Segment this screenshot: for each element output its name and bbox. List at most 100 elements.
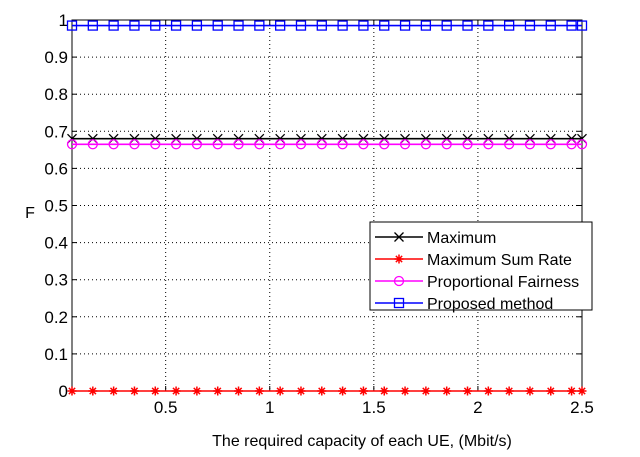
data-point-maximum-sum-rate bbox=[483, 386, 493, 396]
data-point-maximum bbox=[504, 133, 515, 144]
data-point-proportional-fairness bbox=[462, 139, 473, 150]
data-point-proposed-method bbox=[295, 20, 307, 31]
data-point-proposed-method bbox=[254, 20, 265, 31]
data-point-proposed-method bbox=[337, 20, 348, 31]
grid bbox=[72, 20, 582, 391]
data-point-maximum bbox=[191, 133, 202, 144]
data-point-proportional-fairness bbox=[337, 139, 348, 150]
data-point-maximum bbox=[108, 133, 119, 144]
x-tick-label: 1 bbox=[265, 398, 274, 417]
data-point-proportional-fairness bbox=[87, 139, 98, 150]
legend-marker bbox=[394, 232, 404, 242]
y-tick-label: 0.6 bbox=[44, 159, 68, 178]
legend-marker bbox=[394, 254, 404, 264]
legend-item-maximum: Maximum bbox=[375, 230, 496, 247]
data-point-maximum bbox=[67, 133, 77, 144]
data-point-maximum-sum-rate bbox=[567, 386, 577, 396]
data-point-maximum-sum-rate bbox=[546, 386, 556, 396]
data-point-proportional-fairness bbox=[191, 139, 203, 150]
legend-item-proposed-method: Proposed method bbox=[375, 296, 553, 313]
data-point-proportional-fairness bbox=[108, 139, 119, 150]
y-tick-label: 0.1 bbox=[44, 345, 68, 364]
data-point-maximum bbox=[577, 133, 587, 144]
data-point-proportional-fairness bbox=[545, 139, 556, 150]
data-point-maximum-sum-rate bbox=[442, 386, 452, 396]
data-point-maximum bbox=[254, 133, 265, 144]
data-point-proportional-fairness bbox=[254, 139, 265, 150]
data-point-proposed-method bbox=[129, 20, 140, 31]
data-point-maximum bbox=[171, 133, 182, 144]
data-point-proportional-fairness bbox=[399, 139, 411, 150]
x-tick-label: 2.5 bbox=[570, 398, 594, 417]
data-point-proportional-fairness bbox=[358, 139, 369, 150]
data-point-maximum-sum-rate bbox=[275, 386, 285, 396]
y-axis-label: F bbox=[25, 205, 35, 222]
data-point-maximum bbox=[379, 133, 390, 144]
data-point-maximum bbox=[296, 133, 306, 144]
data-point-proposed-method bbox=[420, 20, 432, 31]
data-point-maximum bbox=[566, 133, 577, 144]
data-point-proposed-method bbox=[379, 20, 390, 31]
data-point-maximum bbox=[316, 133, 327, 144]
data-point-maximum bbox=[545, 133, 556, 144]
data-point-proportional-fairness bbox=[576, 139, 588, 150]
data-point-proposed-method bbox=[545, 20, 556, 31]
data-point-proposed-method bbox=[87, 20, 98, 31]
data-point-maximum bbox=[87, 133, 98, 144]
data-point-proportional-fairness bbox=[170, 139, 182, 150]
series-group bbox=[66, 20, 588, 396]
data-point-proposed-method bbox=[108, 20, 119, 31]
data-point-proportional-fairness bbox=[233, 139, 244, 150]
data-point-proposed-method bbox=[170, 20, 182, 31]
y-tick-label: 0.8 bbox=[44, 85, 68, 104]
data-point-maximum-sum-rate bbox=[358, 386, 368, 396]
legend-label: Proposed method bbox=[427, 296, 553, 313]
y-tick-label: 0 bbox=[59, 382, 68, 401]
data-point-proportional-fairness bbox=[150, 139, 161, 150]
series-maximum bbox=[67, 133, 587, 144]
data-point-maximum-sum-rate bbox=[400, 386, 410, 396]
data-point-proposed-method bbox=[233, 20, 244, 31]
data-point-maximum bbox=[524, 133, 535, 144]
data-point-proportional-fairness bbox=[566, 139, 577, 150]
data-point-maximum-sum-rate bbox=[192, 386, 202, 396]
legend-label: Proportional Fairness bbox=[427, 274, 579, 291]
x-tick-label: 0.5 bbox=[154, 398, 178, 417]
data-point-maximum bbox=[150, 133, 161, 144]
data-point-proportional-fairness bbox=[212, 139, 223, 150]
series-maximum-sum-rate bbox=[67, 386, 587, 396]
data-point-maximum-sum-rate bbox=[463, 386, 473, 396]
data-point-proposed-method bbox=[566, 20, 577, 31]
y-tick-label: 1 bbox=[59, 11, 68, 30]
y-tick-label: 0.5 bbox=[44, 197, 68, 216]
data-point-maximum bbox=[129, 133, 140, 144]
data-point-proposed-method bbox=[191, 20, 203, 31]
y-tick-label: 0.4 bbox=[44, 234, 68, 253]
data-point-maximum-sum-rate bbox=[129, 386, 139, 396]
data-point-proposed-method bbox=[66, 20, 78, 31]
data-point-maximum bbox=[400, 133, 411, 144]
x-axis-label: The required capacity of each UE, (Mbit/… bbox=[212, 433, 512, 450]
data-point-maximum bbox=[483, 133, 494, 144]
data-point-maximum-sum-rate bbox=[171, 386, 181, 396]
data-point-proportional-fairness bbox=[420, 139, 432, 150]
data-point-maximum bbox=[337, 133, 348, 144]
series-proportional-fairness bbox=[66, 139, 588, 150]
legend-marker bbox=[393, 297, 405, 309]
data-point-maximum bbox=[462, 133, 473, 144]
data-point-proportional-fairness bbox=[503, 139, 515, 150]
data-point-maximum-sum-rate bbox=[317, 386, 327, 396]
data-point-maximum-sum-rate bbox=[379, 386, 389, 396]
legend: Maximum Maximum Sum Rate Proportional Fair… bbox=[369, 221, 593, 313]
series-proposed-method bbox=[66, 20, 588, 31]
data-point-maximum bbox=[275, 133, 286, 144]
data-point-proportional-fairness bbox=[295, 139, 307, 150]
data-point-proportional-fairness bbox=[524, 139, 536, 150]
legend-item-proportional-fairness: Proportional Fairness bbox=[375, 274, 579, 291]
data-point-maximum bbox=[233, 133, 244, 144]
y-tick-label: 0.7 bbox=[44, 122, 68, 141]
data-point-maximum-sum-rate bbox=[338, 386, 348, 396]
data-point-proposed-method bbox=[462, 20, 473, 31]
data-point-proportional-fairness bbox=[66, 139, 78, 150]
